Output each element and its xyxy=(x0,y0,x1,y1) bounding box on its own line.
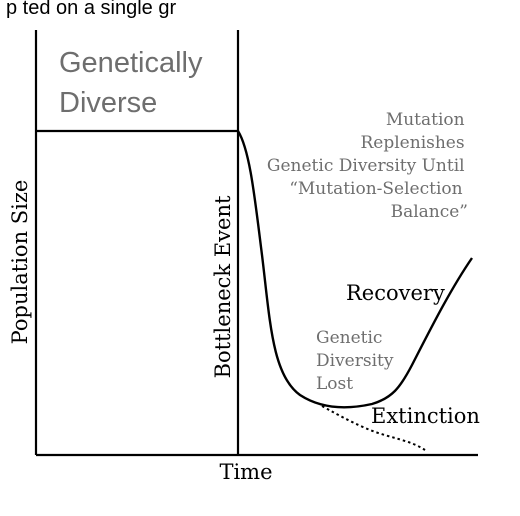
mutation-note: Mutation Replenishes Genetic Diversity U… xyxy=(267,110,470,222)
mutation-note-line-3: Genetic Diversity Until xyxy=(267,156,465,176)
gdl-line-2: Diversity xyxy=(316,351,394,371)
genetically-diverse-line-1: Genetically xyxy=(59,47,203,79)
mutation-note-line-4: “Mutation-Selection xyxy=(289,179,462,199)
x-axis-label: Time xyxy=(219,460,272,484)
bottleneck-label: Bottleneck Event xyxy=(211,195,235,378)
mutation-note-line-2: Replenishes xyxy=(361,133,465,153)
gdl-line-1: Genetic xyxy=(316,328,382,348)
extinction-curve xyxy=(321,405,426,451)
header-text: p ted on a single gr xyxy=(6,0,176,19)
mutation-note-line-1: Mutation xyxy=(386,110,465,130)
genetically-diverse-label: Genetically Diverse xyxy=(59,47,211,119)
genetically-diverse-line-2: Diverse xyxy=(59,87,157,119)
recovery-label: Recovery xyxy=(346,281,445,305)
mutation-note-line-5: Balance” xyxy=(391,202,468,222)
gdl-line-3: Lost xyxy=(316,374,353,394)
extinction-label: Extinction xyxy=(371,404,480,428)
genetic-diversity-lost-label: Genetic Diversity Lost xyxy=(316,328,399,394)
population-curve xyxy=(236,130,473,409)
y-axis-label: Population Size xyxy=(8,180,32,345)
